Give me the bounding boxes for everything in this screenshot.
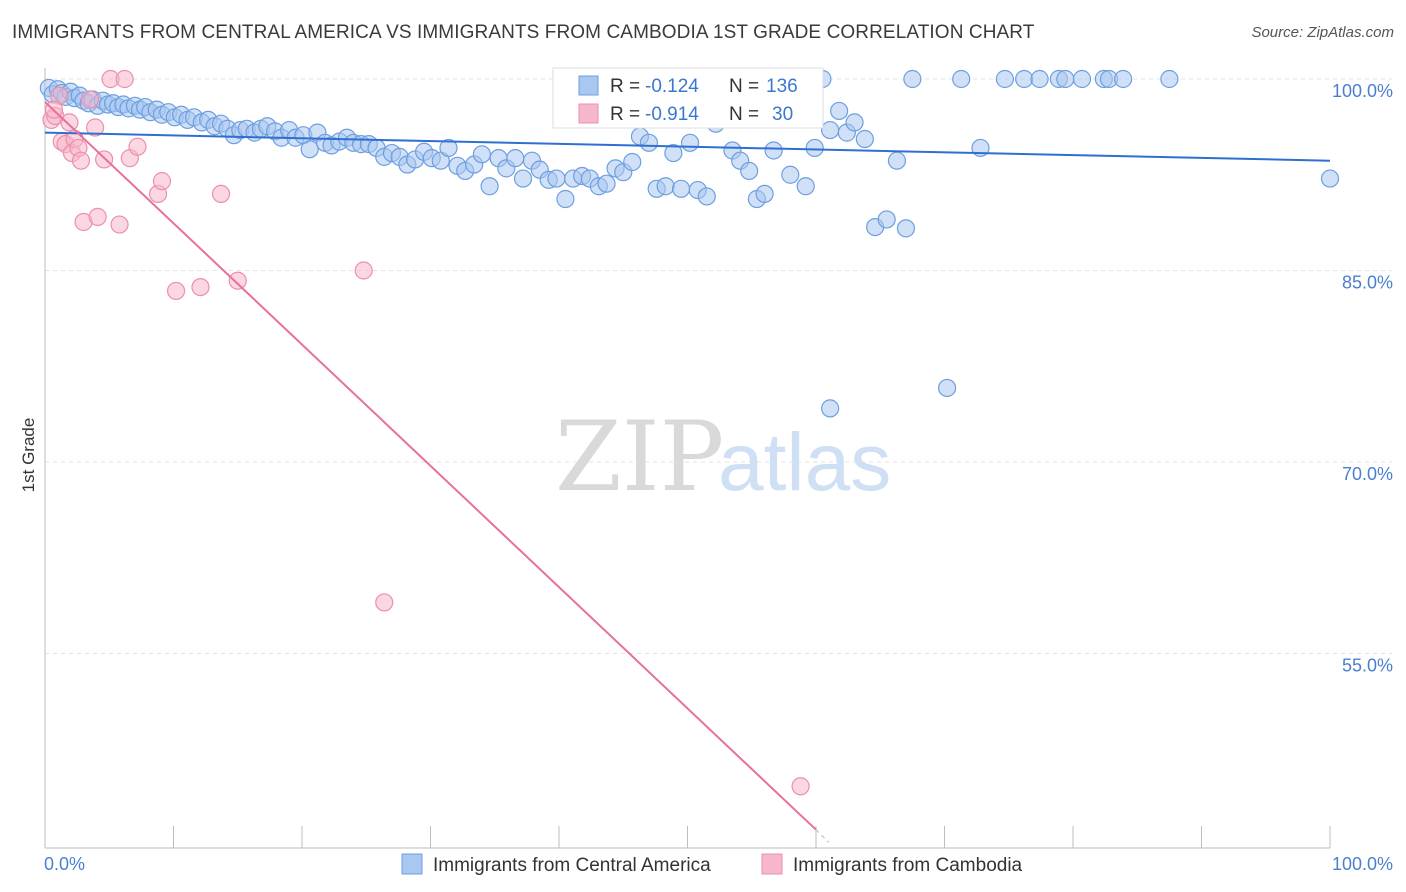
point-central-america [697,187,716,206]
point-central-america [903,69,922,89]
trendline-cambodia-extension [815,829,830,843]
point-central-america [805,138,824,158]
y-tick-label: 85.0% [1342,273,1393,293]
point-cambodia [191,277,210,297]
point-cambodia [115,69,134,89]
point-cambodia [354,261,373,280]
series-cambodia [42,69,810,796]
point-central-america [1072,69,1092,89]
point-central-america [1160,69,1179,89]
y-axis-label: 1st Grade [19,418,38,493]
x-tick-label: 0.0% [44,854,85,874]
point-central-america [547,169,566,188]
point-central-america [1114,69,1133,89]
point-cambodia [128,137,147,156]
stats-r-label-pink: R = [610,104,640,125]
watermark: ZIP atlas [555,401,891,513]
x-tick-label: 100.0% [1332,854,1393,874]
point-central-america [845,113,864,132]
grid-lines [45,78,1392,654]
point-cambodia [166,281,186,301]
x-tick-labels: 0.0% 100.0% [44,854,1393,874]
point-central-america [556,189,575,209]
point-central-america [830,101,849,121]
watermark-zip: ZIP [555,401,724,513]
point-cambodia [95,150,114,169]
source-credit: Source: ZipAtlas.com [1251,24,1394,41]
stats-n-label-blue: N = [729,76,759,97]
point-central-america [740,161,759,181]
point-central-america [671,179,691,198]
point-central-america [896,219,916,238]
point-central-america [680,133,700,152]
y-tick-label: 100.0% [1332,81,1393,101]
point-central-america [300,140,319,159]
legend-swatch-blue [401,853,423,875]
point-central-america [1056,69,1075,89]
point-cambodia [228,271,247,290]
point-central-america [855,129,874,149]
watermark-atlas: atlas [718,417,891,508]
point-cambodia [86,118,105,137]
stats-box: R = -0.124 N = 136 R = -0.914 N = 30 [552,67,824,129]
point-central-america [1030,69,1049,89]
stats-swatch-blue [578,75,599,96]
point-central-america [472,145,491,164]
point-central-america [1320,169,1340,188]
point-cambodia [375,593,394,612]
point-cambodia [71,151,91,170]
point-central-america [877,210,896,229]
stats-r-label-blue: R = [610,76,640,97]
point-central-america [639,133,659,152]
point-central-america [623,152,642,172]
point-central-america [796,177,815,196]
axes [44,68,1331,849]
point-central-america [506,149,525,168]
trendline-central-america [44,131,1331,162]
point-cambodia [791,777,810,796]
y-tick-label: 70.0% [1342,464,1393,484]
point-central-america [821,399,840,418]
trendlines [44,101,1331,843]
point-cambodia [60,113,79,132]
point-central-america [656,177,675,196]
point-cambodia [152,172,172,191]
point-central-america [887,151,907,170]
point-central-america [597,174,616,193]
chart-title: IMMIGRANTS FROM CENTRAL AMERICA VS IMMIG… [12,22,1035,43]
point-central-america [764,141,783,160]
y-tick-labels: 100.0% 85.0% 70.0% 55.0% [1332,81,1393,676]
point-central-america [937,378,957,398]
point-central-america [821,120,840,140]
point-cambodia [88,207,107,226]
legend: Immigrants from Central America Immigran… [401,853,1023,876]
stats-n-value-blue: 136 [766,76,798,97]
stats-r-value-pink: -0.914 [645,104,699,125]
legend-label-blue: Immigrants from Central America [433,855,711,876]
point-cambodia [80,90,100,109]
point-central-america [513,169,533,188]
point-central-america [781,165,800,184]
point-central-america [995,69,1014,89]
point-cambodia [211,184,231,203]
legend-swatch-pink [761,853,783,875]
point-central-america [952,69,971,89]
trendline-cambodia [44,101,817,831]
stats-n-value-pink: 30 [772,104,793,125]
point-central-america [480,177,499,196]
stats-r-value-blue: -0.124 [645,76,699,97]
point-central-america [439,138,458,158]
point-central-america [1015,69,1034,89]
point-cambodia [110,215,129,234]
legend-label-pink: Immigrants from Cambodia [793,855,1023,876]
point-central-america [755,184,774,203]
stats-swatch-pink [578,103,599,124]
stats-n-label-pink: N = [729,104,759,125]
point-central-america [664,143,683,163]
y-tick-label: 55.0% [1342,656,1393,676]
